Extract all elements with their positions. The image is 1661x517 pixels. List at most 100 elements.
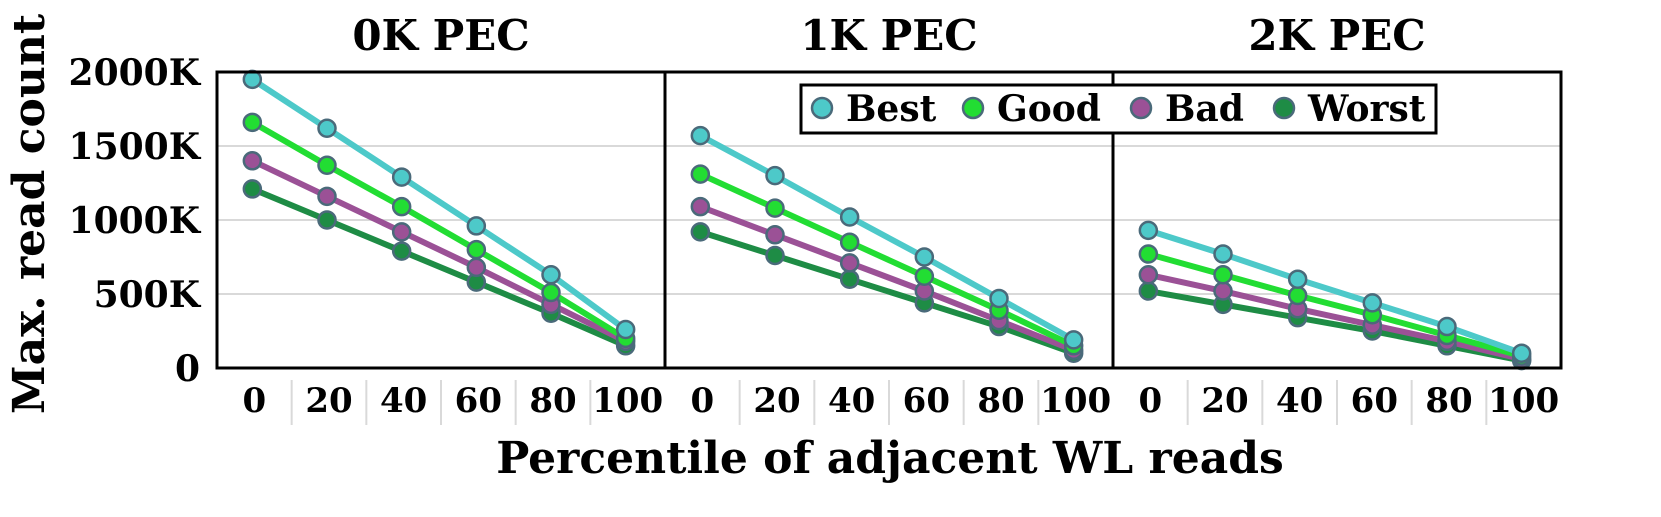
y-tick-label: 0 — [175, 348, 200, 390]
series-line-worst — [1147, 288, 1523, 364]
legend-label-worst: Worst — [1307, 88, 1426, 130]
x-tick-label: 60 — [455, 381, 502, 421]
series-line-good — [250, 119, 628, 341]
data-point-best — [1138, 220, 1159, 241]
data-point-bad — [317, 186, 337, 207]
data-point-best — [1213, 244, 1233, 264]
series-line-worst — [251, 186, 627, 349]
data-point-best — [1063, 330, 1084, 350]
x-tick-label: 0 — [1138, 381, 1162, 421]
data-point-best — [690, 125, 711, 146]
data-point-worst — [242, 179, 263, 199]
y-tick-label: 1500K — [69, 126, 202, 168]
data-point-best — [466, 216, 487, 236]
data-point-best — [541, 265, 561, 285]
data-point-worst — [690, 222, 711, 242]
data-point-best — [1362, 293, 1383, 313]
data-point-best — [615, 319, 636, 340]
panel-title: 2K PEC — [1248, 11, 1425, 60]
series-line-best — [1147, 227, 1523, 357]
x-tick-label: 80 — [529, 381, 576, 421]
data-point-worst — [765, 245, 785, 266]
data-point-good — [839, 232, 860, 252]
data-point-good — [914, 266, 935, 286]
legend-layer: Best Good Bad Worst — [799, 83, 1438, 135]
series-line-worst — [699, 228, 1075, 357]
x-tick-label: 20 — [753, 381, 800, 421]
plot-frame — [215, 70, 1563, 370]
data-point-bad — [690, 196, 711, 217]
x-tick-label: 100 — [1040, 381, 1111, 421]
series-line-bad — [699, 203, 1075, 354]
x-tick-label: 20 — [305, 381, 352, 421]
data-point-best — [765, 165, 785, 186]
data-point-best — [1437, 316, 1457, 337]
x-tick-label: 100 — [1488, 381, 1559, 421]
data-point-good — [690, 164, 711, 184]
data-point-best — [1287, 269, 1308, 289]
y-axis-label: Max. read count — [4, 13, 55, 414]
data-point-good — [1138, 244, 1159, 264]
y-tick-label: 1000K — [69, 200, 202, 242]
legend-label-good: Good — [997, 88, 1101, 130]
data-point-best — [1511, 343, 1532, 363]
data-point-bad — [466, 257, 487, 278]
y-tick-label: 2000K — [69, 52, 202, 94]
data-point-good — [765, 198, 785, 218]
data-point-worst — [317, 210, 337, 230]
series-line-good — [1147, 251, 1523, 360]
legend-label-bad: Bad — [1165, 88, 1244, 130]
panel-title: 1K PEC — [800, 11, 977, 60]
data-point-bad — [1213, 281, 1233, 301]
x-tick-label: 60 — [1351, 381, 1398, 421]
data-point-best — [914, 247, 935, 267]
legend-marker-good — [961, 96, 985, 120]
x-tick-label: 100 — [592, 381, 663, 421]
panel-title: 0K PEC — [352, 11, 529, 60]
series-line-best — [698, 132, 1076, 343]
data-point-bad — [242, 151, 263, 171]
data-point-bad — [839, 253, 860, 273]
x-tick-label: 40 — [1276, 381, 1323, 421]
data-point-best — [839, 207, 860, 227]
series-line-bad — [251, 158, 627, 345]
legend-label-best: Best — [846, 88, 937, 130]
data-point-best — [391, 167, 412, 187]
data-point-good — [1287, 285, 1308, 306]
data-point-best — [317, 118, 337, 138]
y-tick-label: 500K — [94, 274, 202, 316]
data-point-best — [989, 288, 1009, 309]
x-tick-label: 80 — [1425, 381, 1472, 421]
x-tick-label: 40 — [828, 381, 875, 421]
legend-marker-best — [810, 96, 834, 120]
x-tick-label: 80 — [977, 381, 1024, 421]
x-tick-label: 60 — [903, 381, 950, 421]
data-point-good — [317, 155, 337, 175]
data-point-good — [1213, 265, 1233, 285]
legend-box — [799, 83, 1438, 135]
series-layer — [242, 69, 1532, 371]
series-line-bad — [1147, 271, 1523, 363]
legend-marker-worst — [1272, 96, 1296, 120]
data-point-worst — [1138, 281, 1159, 301]
legend-marker-bad — [1129, 96, 1153, 120]
data-point-good — [242, 112, 263, 133]
data-point-bad — [765, 225, 785, 245]
text-layer: 0 500K 1000K 1500K 2000K 0K PEC 0 20 40 60 80 100 1K… — [69, 11, 1560, 421]
frame-layer — [215, 70, 1563, 370]
data-point-worst — [839, 269, 860, 289]
x-tick-label: 20 — [1201, 381, 1248, 421]
x-axis-label: Percentile of adjacent WL reads — [496, 433, 1284, 484]
data-point-good — [466, 239, 487, 260]
data-point-good — [391, 196, 412, 217]
data-point-good — [541, 282, 561, 303]
data-point-worst — [391, 241, 412, 261]
x-tick-label: 40 — [380, 381, 427, 421]
x-tick-label: 0 — [690, 381, 714, 421]
x-tick-label: 0 — [242, 381, 266, 421]
data-point-bad — [391, 222, 412, 242]
series-line-good — [699, 171, 1075, 349]
series-line-best — [250, 76, 628, 332]
data-point-bad — [1138, 265, 1159, 285]
